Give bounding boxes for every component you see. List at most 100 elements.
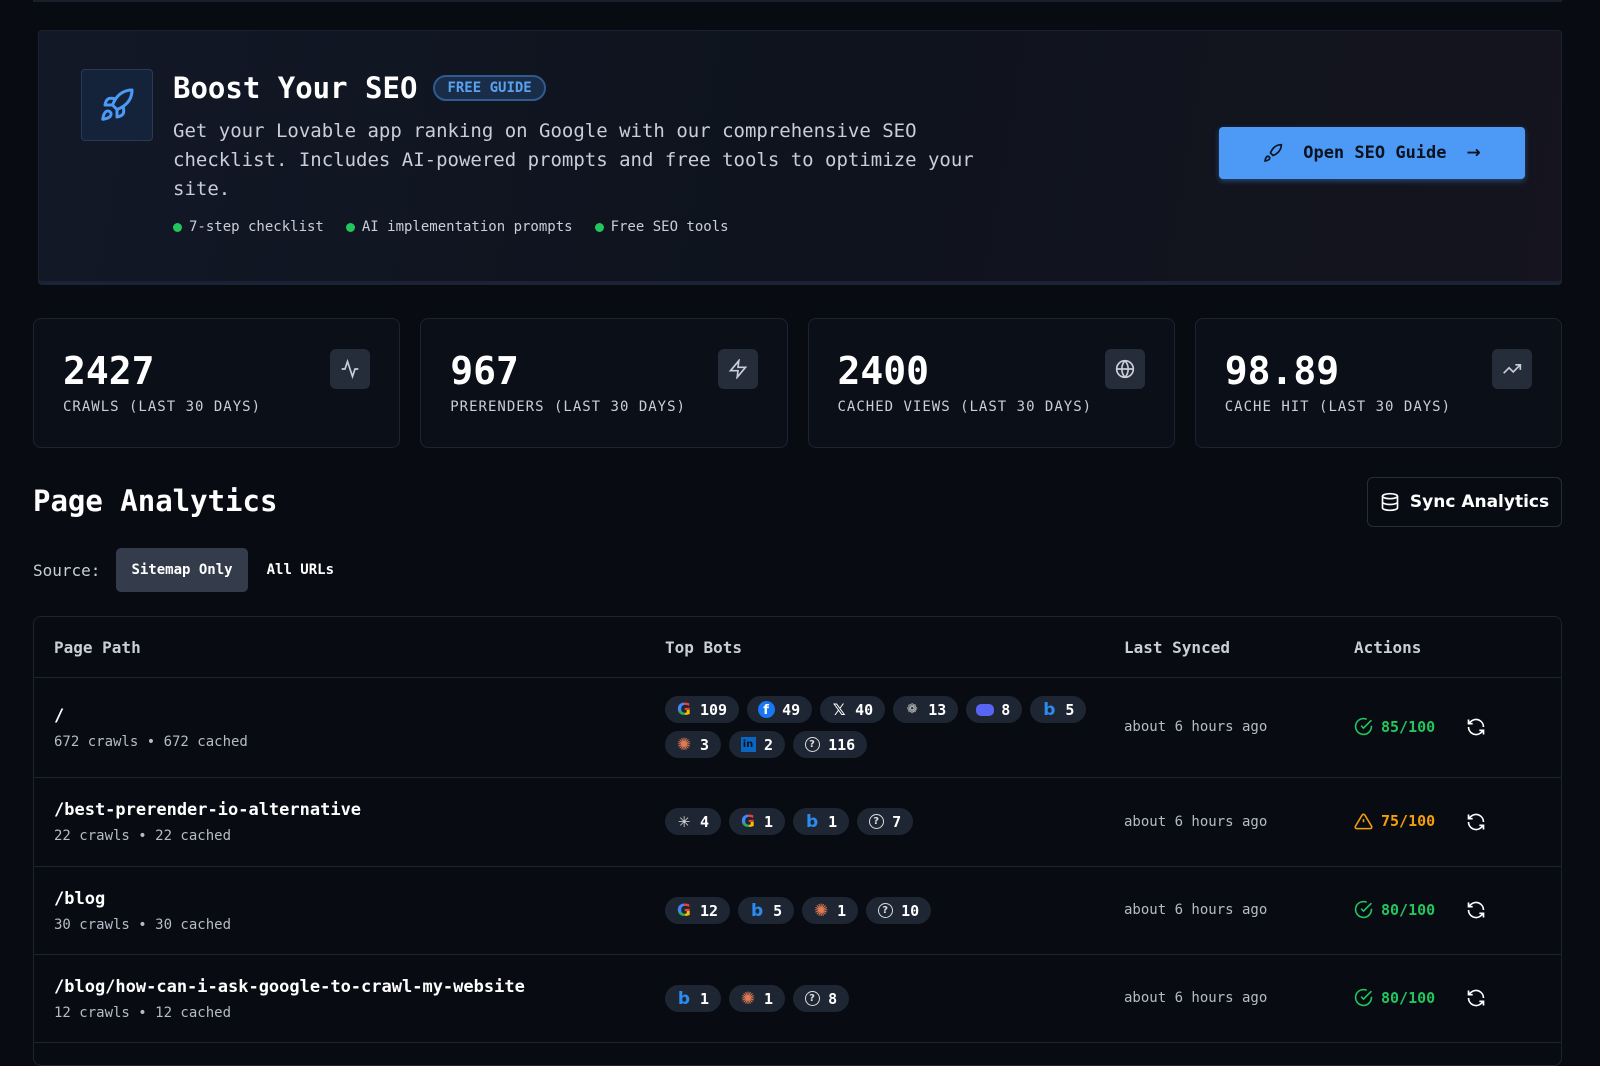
stat-label: CRAWLS (LAST 30 DAYS) [63,399,262,415]
bot-count: 1 [828,812,838,831]
unknown-icon: ? [803,736,821,754]
openai-icon: ❁ [906,702,918,717]
stat-card-prerenders: 967 PRERENDERS (LAST 30 DAYS) [420,318,788,448]
source-filter: Source: Sitemap Only All URLs [33,548,349,592]
top-bots-list: G 109 f 49 𝕏 40 ❁ 13 8 b 5 ✺ 3 in 2? 116 [665,696,1095,758]
claude-icon: ✺ [813,900,829,921]
stat-value: 967 [450,349,519,393]
bot-count: 1 [837,901,847,920]
claude-icon: ✺ [676,734,692,755]
header-actions: Actions [1354,637,1422,657]
check-circle-icon [1354,900,1373,919]
seo-score: 80/100 [1381,988,1436,1007]
stat-label: CACHED VIEWS (LAST 30 DAYS) [837,399,1093,415]
open-seo-guide-button[interactable]: Open SEO Guide → [1219,127,1525,179]
page-analytics-table: Page Path Top Bots Last Synced Actions /… [33,616,1562,1066]
page-crawl-stats: 12 crawls • 12 cached [54,1005,232,1021]
bot-count: 49 [782,700,801,719]
bot-count: 1 [700,989,710,1008]
bot-badge-unknown: ? 7 [857,808,914,835]
arrow-right-icon: → [1466,143,1481,163]
check-circle-icon [1354,717,1373,736]
table-row: /blog/how-can-i-ask-google-to-crawl-my-w… [34,955,1561,1043]
refresh-icon[interactable] [1466,900,1486,924]
green-dot-icon [173,222,182,232]
bot-badge-discord: 8 [966,696,1023,723]
zap-icon [717,349,758,389]
refresh-icon[interactable] [1466,812,1486,836]
green-dot-icon [345,222,355,232]
source-all-urls[interactable]: All URLs [266,562,335,578]
last-synced: about 6 hours ago [1124,990,1268,1006]
hero-description: Get your Lovable app ranking on Google w… [173,120,974,200]
stats-row: 2427 CRAWLS (LAST 30 DAYS) 967 PRERENDERS … [33,318,1562,448]
green-dot-icon [594,222,604,232]
header-page-path: Page Path [54,637,141,657]
bot-count: 40 [855,700,874,719]
stat-value: 98.89 [1224,349,1340,393]
source-sitemap-only[interactable]: Sitemap Only [116,548,248,592]
page-path-link[interactable]: /blog [54,889,106,909]
google-icon: G [741,811,756,832]
feature-label: Free SEO tools [610,219,729,235]
page-path-link[interactable]: /blog/how-can-i-ask-google-to-crawl-my-w… [54,977,525,997]
bot-badge-unknown: ? 10 [866,897,932,924]
unknown-icon: ? [867,813,885,831]
page-crawl-stats: 672 crawls • 672 cached [54,734,248,750]
seo-score-button[interactable]: 80/100 [1354,900,1435,919]
rocket-icon [81,69,153,141]
sync-analytics-button[interactable]: Sync Analytics [1367,477,1562,527]
page-crawl-stats: 30 crawls • 30 cached [54,917,232,933]
stat-value: 2427 [63,349,155,393]
refresh-icon[interactable] [1466,717,1486,741]
seo-score-button[interactable]: 75/100 [1354,812,1435,831]
stat-label: PRERENDERS (LAST 30 DAYS) [450,399,686,415]
check-circle-icon [1354,988,1373,1007]
bing-icon: b [805,811,819,832]
top-divider [33,0,1562,2]
refresh-icon[interactable] [1466,988,1486,1012]
bot-badge-claude: ✺ 1 [729,985,786,1012]
bot-count: 1 [764,989,774,1008]
header-last-synced: Last Synced [1124,637,1230,657]
bot-count: 116 [828,735,856,754]
perplexity-icon: ✳ [677,812,691,831]
page-path-link[interactable]: / [54,706,65,726]
bot-badge-perplexity: ✳ 4 [665,808,722,835]
top-bots-list: G 12 b 5 ✺ 1? 10 [665,897,1095,924]
bot-count: 8 [828,989,838,1008]
google-icon: G [677,900,691,921]
x-icon: 𝕏 [832,700,846,719]
feature-item: 7-step checklist [173,219,324,235]
bot-count: 5 [1065,700,1075,719]
bot-badge-claude: ✺ 3 [665,731,722,758]
feature-list: 7-step checklist AI implementation promp… [173,219,729,235]
cta-label: Open SEO Guide [1303,143,1447,163]
bot-badge-google: G 109 [665,696,740,723]
feature-label: 7-step checklist [189,219,324,235]
database-icon [1381,492,1399,512]
bot-badge-linkedin: in 2 [729,731,786,758]
bot-badge-claude: ✺ 1 [802,897,859,924]
unknown-icon: ? [803,990,821,1008]
table-row: /blog 30 crawls • 30 cached G 12 b 5 ✺ 1? 10 ab… [34,867,1561,955]
header-top-bots: Top Bots [665,637,743,657]
bot-badge-unknown: ? 8 [793,985,850,1012]
stat-value: 2400 [837,349,930,393]
seo-score-button[interactable]: 80/100 [1354,988,1435,1007]
bot-count: 8 [1001,700,1011,719]
unknown-icon: ? [876,902,894,920]
bot-count: 2 [764,735,774,754]
hero-title: Boost Your SEO FREE GUIDE [173,71,546,105]
seo-score: 80/100 [1381,900,1436,919]
activity-icon [330,349,371,389]
bing-icon: b [750,900,764,921]
seo-score-button[interactable]: 85/100 [1354,717,1435,736]
seo-score: 85/100 [1381,717,1436,736]
feature-label: AI implementation prompts [361,219,573,235]
page-path-link[interactable]: /best-prerender-io-alternative [54,800,362,820]
hero-title-text: Boost Your SEO [173,71,418,105]
